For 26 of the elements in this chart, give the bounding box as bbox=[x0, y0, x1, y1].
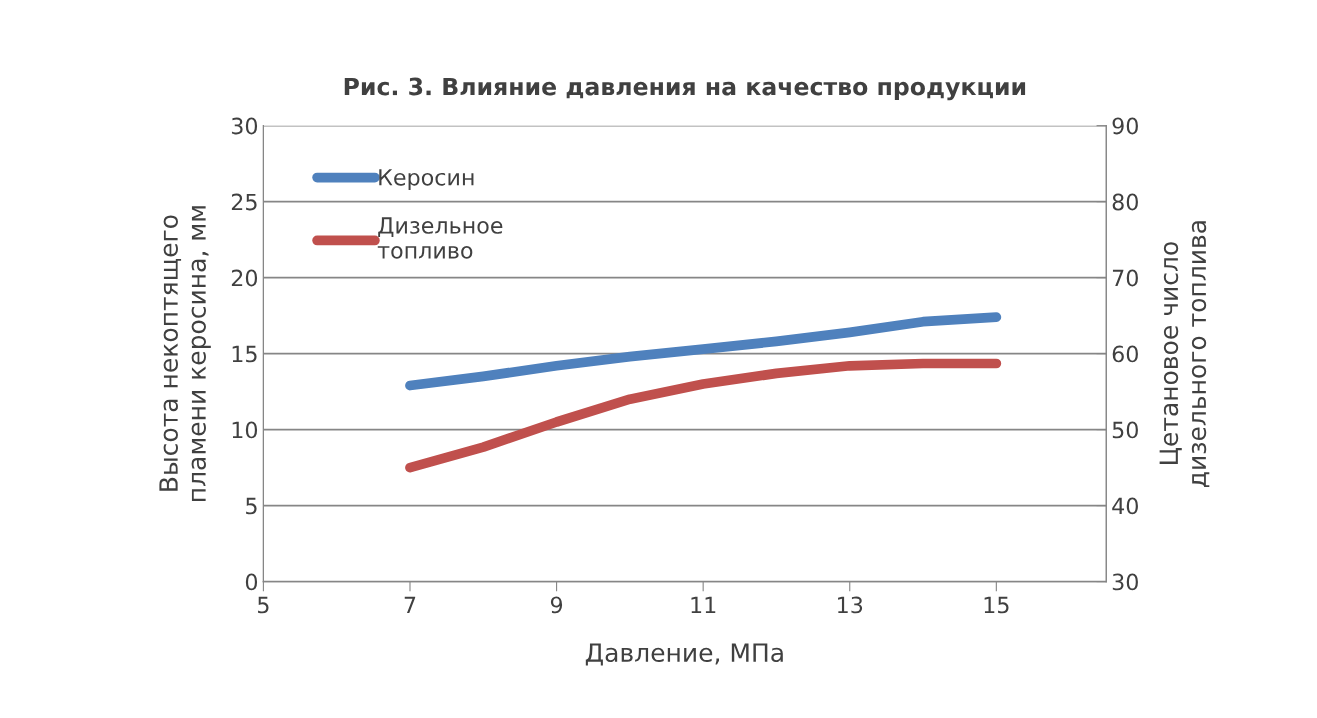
y-axis-title: Высота некоптящего пламени керосина, мм bbox=[159, 206, 211, 502]
y-tick-label: 20 bbox=[231, 269, 258, 287]
y2-tick-label: 80 bbox=[1112, 193, 1138, 211]
y2-tick-label: 70 bbox=[1112, 269, 1138, 287]
x-tick-label: 7 bbox=[404, 596, 416, 614]
x-tick-label: 13 bbox=[838, 596, 863, 614]
x-tick-label: 15 bbox=[984, 596, 1009, 614]
y2-tick-label: 40 bbox=[1112, 497, 1138, 515]
y-tick-label: 25 bbox=[231, 193, 257, 211]
x-tick-label: 11 bbox=[691, 596, 716, 614]
y-tick-label: 15 bbox=[232, 345, 257, 363]
y-tick-label: 0 bbox=[245, 573, 258, 591]
y-tick-label: 10 bbox=[232, 421, 258, 439]
y-tick-label: 30 bbox=[231, 117, 258, 135]
y2-tick-label: 90 bbox=[1112, 117, 1138, 135]
legend-label: Дизельное топливо bbox=[377, 217, 503, 259]
y2-tick-label: 60 bbox=[1112, 345, 1138, 363]
x-axis-title: Давление, МПа bbox=[585, 643, 783, 666]
x-tick-label: 5 bbox=[258, 596, 269, 614]
legend-label: Керосин bbox=[379, 169, 474, 190]
y2-axis-title: Цетановое число дизельного топлива bbox=[1159, 221, 1210, 488]
y2-tick-label: 30 bbox=[1112, 573, 1138, 591]
y-tick-label: 5 bbox=[246, 497, 257, 515]
x-tick-label: 9 bbox=[550, 596, 563, 614]
y2-tick-label: 50 bbox=[1112, 421, 1138, 439]
chart-title: Рис. 3. Влияние давления на качество продукции bbox=[344, 77, 1026, 101]
